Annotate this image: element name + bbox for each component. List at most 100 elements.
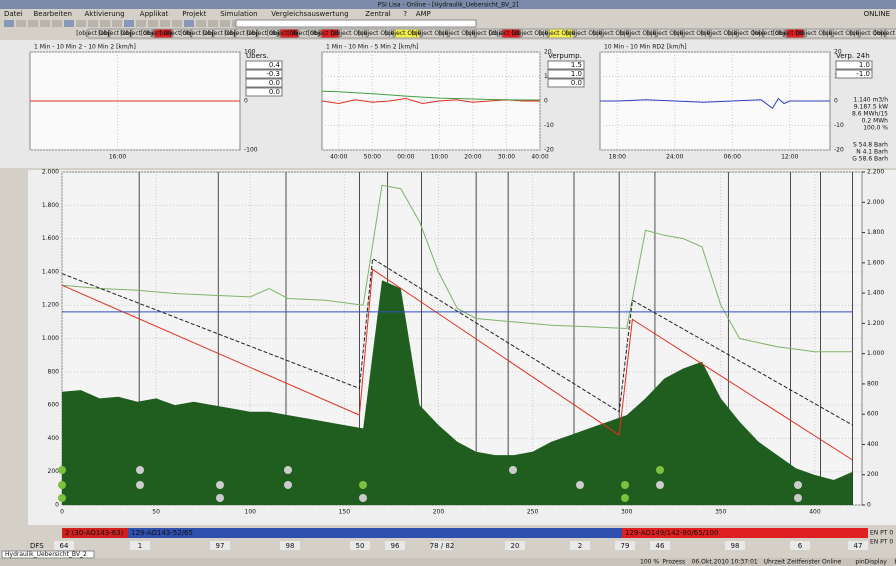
station-button[interactable] (885, 28, 896, 39)
y-tick-label: 2.000 (42, 169, 59, 176)
menu-item[interactable]: Applikat (140, 10, 169, 18)
station-label: [object Object] (358, 30, 403, 37)
menu-item[interactable]: AMP (416, 10, 431, 18)
station-button[interactable] (682, 28, 710, 39)
menu-item[interactable]: Simulation (220, 10, 257, 18)
station-label: [object Object] (701, 30, 746, 37)
toolbar-icon[interactable] (16, 20, 26, 27)
station-label: [object Object] (267, 30, 312, 37)
toolbar-input[interactable] (235, 19, 477, 28)
toolbar-icon[interactable] (28, 20, 38, 27)
y-tick-label: -10 (834, 122, 844, 129)
station-button[interactable] (601, 28, 629, 39)
station-button[interactable] (320, 28, 340, 39)
toolbar-icon[interactable] (112, 20, 122, 27)
station-button[interactable] (831, 28, 859, 39)
box-title: Übers. (246, 51, 269, 60)
count-cell (725, 541, 745, 550)
toolbar-icon[interactable] (208, 20, 218, 27)
station-button[interactable] (109, 28, 132, 39)
toolbar-icon[interactable] (52, 20, 62, 27)
station-button[interactable] (520, 28, 548, 39)
station-button[interactable] (87, 28, 110, 39)
station-button[interactable] (235, 28, 258, 39)
toolbar-icon[interactable] (64, 20, 74, 27)
y2-tick-label: 0 (867, 502, 871, 509)
window-tab-label: Hydraulik_Uebersicht_BV_2 (5, 551, 87, 558)
station-button[interactable] (474, 28, 502, 39)
toolbar-icon[interactable] (4, 20, 14, 27)
count-value: 1 (138, 542, 142, 550)
station-button[interactable] (131, 28, 154, 39)
count-cell (350, 541, 370, 550)
value-field (547, 78, 585, 88)
station-button[interactable] (366, 28, 394, 39)
station-button[interactable] (501, 28, 521, 39)
x-tick-label: 12:00 (781, 154, 798, 161)
station-label: [object Object] (674, 30, 719, 37)
station-button[interactable] (709, 28, 737, 39)
pressure-text: G 58.6 Barh (852, 156, 888, 163)
station-button[interactable] (785, 28, 805, 39)
toolbar-icon[interactable] (148, 20, 158, 27)
value-text: 0.0 (269, 79, 280, 87)
toolbar-icon[interactable] (160, 20, 170, 27)
station-label: [object Object] (246, 30, 291, 37)
value-text: 0.4 (269, 61, 281, 69)
toolbar-icon[interactable] (196, 20, 206, 27)
menu-item[interactable]: Aktivierung (85, 10, 125, 18)
station-button[interactable] (804, 28, 832, 39)
station-button[interactable] (447, 28, 475, 39)
y-tick-label: 200 (48, 468, 60, 475)
toolbar-icon[interactable] (220, 20, 230, 27)
menu-item[interactable]: Datei (4, 10, 23, 18)
station-button[interactable] (393, 28, 421, 39)
station-button[interactable] (736, 28, 764, 39)
value-field (245, 60, 283, 70)
toolbar-icon[interactable] (124, 20, 134, 27)
station-button[interactable] (655, 28, 683, 39)
station-button[interactable] (191, 28, 214, 39)
menu-item[interactable]: Vergleichsauswertung (271, 10, 348, 18)
toolbar-icon[interactable] (88, 20, 98, 27)
station-button[interactable] (763, 28, 786, 39)
window-tab[interactable] (1, 550, 95, 559)
station-button[interactable] (213, 28, 236, 39)
station-label: [object Object] (566, 30, 611, 37)
pipe-label: 129-AO143-52/65 (131, 529, 193, 537)
station-button[interactable] (628, 28, 656, 39)
x-tick-label: 40:00 (531, 154, 548, 161)
taskbar (0, 558, 896, 566)
value-field (547, 60, 585, 70)
count-value: 46 (656, 542, 665, 550)
x-tick-label: 20:00 (464, 154, 481, 161)
toolbar-icon[interactable] (40, 20, 50, 27)
menu-item[interactable]: Bearbeiten (34, 10, 72, 18)
menu-item[interactable]: Projekt (182, 10, 206, 18)
count-value: 64 (60, 542, 69, 550)
menu-item[interactable]: Zentral (365, 10, 390, 18)
station-button[interactable] (298, 28, 321, 39)
y2-tick-label: 1.800 (867, 229, 884, 236)
station-button[interactable] (574, 28, 602, 39)
y2-tick-label: 800 (867, 380, 879, 387)
station-button[interactable] (547, 28, 575, 39)
station-button[interactable] (257, 28, 280, 39)
station-label: [object Object] (439, 30, 484, 37)
station-button[interactable] (420, 28, 448, 39)
line-series (321, 90, 540, 101)
pipe-label: 2 (30-AO143-63) (65, 529, 124, 537)
station-button[interactable] (858, 28, 886, 39)
station-button[interactable] (172, 28, 192, 39)
station-button[interactable] (153, 28, 173, 39)
menu-item[interactable]: ? (403, 10, 407, 18)
toolbar-icon[interactable] (136, 20, 146, 27)
chart-legend: 10 Min - 10 Min RD2 [km/h] (604, 44, 687, 51)
toolbar-icon[interactable] (184, 20, 194, 27)
station-button[interactable] (279, 28, 299, 39)
toolbar-icon[interactable] (100, 20, 110, 27)
toolbar-icon[interactable] (76, 20, 86, 27)
station-button[interactable] (339, 28, 367, 39)
toolbar-icon[interactable] (172, 20, 182, 27)
count-cell (790, 541, 810, 550)
